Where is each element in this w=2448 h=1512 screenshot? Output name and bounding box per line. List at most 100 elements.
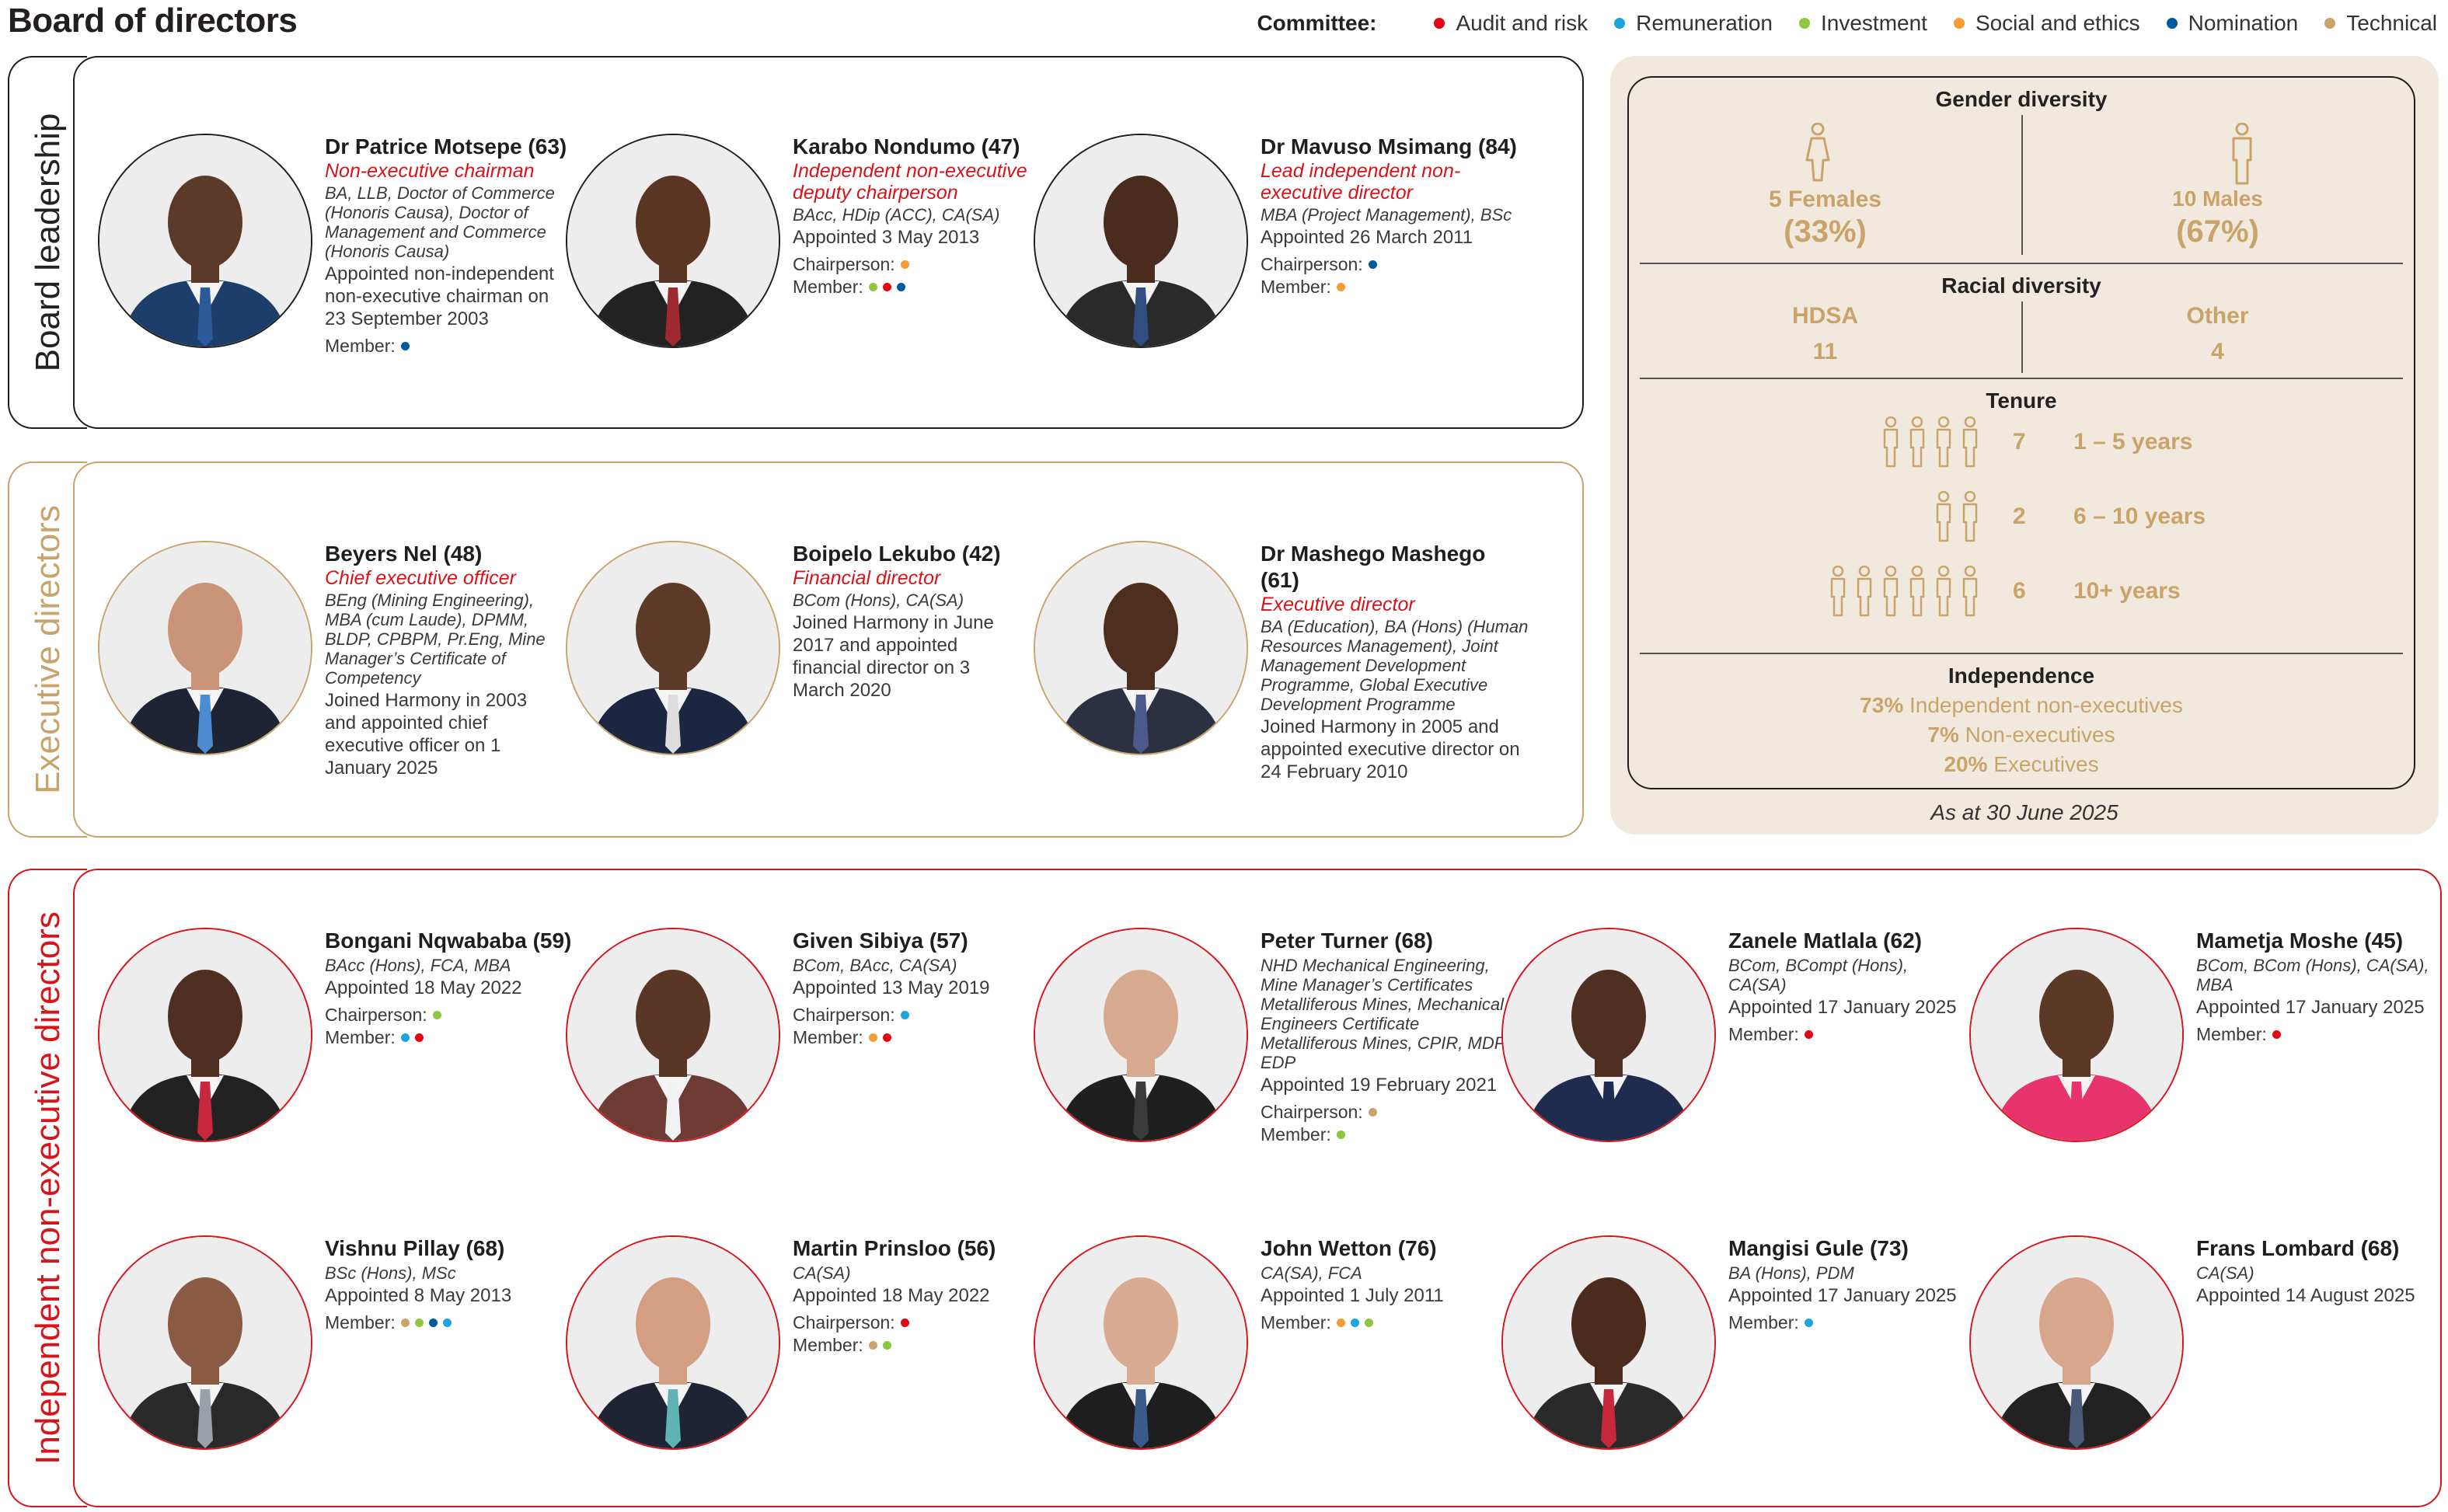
- director-appointment: Appointed 8 May 2013: [325, 1285, 512, 1306]
- director-appointment: Appointed 3 May 2013: [793, 227, 980, 248]
- director-qualifications: BA, LLB, Doctor of Commerce (Honoris Cau…: [325, 183, 555, 261]
- portrait-lombard: [1969, 1235, 2184, 1450]
- tenure-count: 6: [2013, 578, 2026, 604]
- gender-divider: [2021, 115, 2023, 255]
- person-icon: [1935, 490, 1952, 546]
- committee-legend: Committee: Audit and risk Remuneration I…: [1257, 11, 2437, 36]
- portrait-matlala: [1501, 928, 1716, 1142]
- audit-dot-icon: [882, 283, 891, 291]
- member-row: Member:: [2196, 1023, 2437, 1046]
- committee-legend-label: Committee:: [1257, 11, 1377, 35]
- portrait-mashego: [1034, 541, 1248, 755]
- executive-directors-panel: Beyers Nel (48) Chief executive officer …: [73, 462, 1584, 838]
- person-icon: [1909, 565, 1926, 621]
- executive-directors-tab: Executive directors: [8, 462, 87, 838]
- chairperson-row: Chairperson:: [1261, 253, 1517, 276]
- director-qualifications: BCom, BAcc, CA(SA): [793, 956, 957, 975]
- director-name: Karabo Nondumo (47): [793, 134, 1020, 159]
- director-name: Peter Turner (68): [1261, 928, 1433, 953]
- as-at-date: As at 30 June 2025: [1930, 800, 2118, 824]
- director-qualifications: NHD Mechanical Engineering, Mine Manager…: [1261, 956, 1508, 1072]
- director-name: John Wetton (76): [1261, 1236, 1437, 1260]
- investment-dot-icon: [1798, 18, 1810, 29]
- tenure-label: 10+ years: [2073, 578, 2181, 604]
- people-icons: [1882, 416, 1979, 472]
- technical-dot-icon: [1368, 1108, 1377, 1117]
- audit-dot-icon: [1434, 18, 1445, 29]
- social-ethics-dot-icon: [900, 260, 909, 269]
- investment-dot-icon: [432, 1011, 441, 1019]
- portrait-wetton: [1034, 1235, 1248, 1450]
- chairperson-row: Chairperson:: [793, 1004, 1049, 1026]
- legend-item-remuneration: Remuneration: [1614, 11, 1773, 36]
- director-name: Frans Lombard (68): [2196, 1236, 2400, 1260]
- member-row: Member:: [1261, 276, 1517, 298]
- chairperson-row: Chairperson:: [793, 1312, 1049, 1334]
- technical-dot-icon: [2324, 18, 2336, 29]
- director-qualifications: BA (Hons), PDM: [1728, 1263, 1854, 1283]
- nomination-dot-icon: [2166, 18, 2178, 29]
- member-row: Member:: [1261, 1124, 1517, 1146]
- remuneration-dot-icon: [442, 1319, 452, 1327]
- tenure-count: 7: [2013, 429, 2026, 455]
- audit-dot-icon: [414, 1033, 424, 1042]
- director-role: Financial director: [793, 567, 941, 589]
- technical-dot-icon: [868, 1341, 877, 1350]
- other-value: 4: [2211, 339, 2224, 364]
- portrait-prinsloo: [566, 1235, 780, 1450]
- portrait-moshe: [1969, 928, 2184, 1142]
- social-ethics-dot-icon: [1953, 18, 1965, 29]
- member-row: Member:: [793, 1334, 1049, 1357]
- section-label-independent-directors: Independent non-executive directors: [29, 911, 67, 1465]
- person-icon: [1962, 490, 1979, 546]
- section-label-executive-directors: Executive directors: [29, 505, 67, 794]
- director-name: Boipelo Lekubo (42): [793, 542, 1001, 566]
- director-name: Vishnu Pillay (68): [325, 1236, 505, 1260]
- person-icon: [1909, 416, 1926, 472]
- investment-dot-icon: [882, 1341, 891, 1350]
- member-row: Member:: [1728, 1023, 1969, 1046]
- director-name: Dr Patrice Motsepe (63): [325, 134, 567, 159]
- racial-diversity-heading: Racial diversity: [1941, 273, 2101, 298]
- director-role: Chief executive officer: [325, 567, 516, 589]
- chairperson-row: Chairperson:: [793, 253, 1049, 276]
- director-appointment: Appointed 13 May 2019: [793, 977, 990, 998]
- director-appointment: Appointed 19 February 2021: [1261, 1075, 1498, 1096]
- females-percent: (33%): [1784, 214, 1867, 249]
- males-count: 10 Males: [2172, 186, 2263, 211]
- nomination-dot-icon: [896, 283, 905, 291]
- investment-dot-icon: [414, 1319, 424, 1327]
- tenure-row: 2 6 – 10 years: [1629, 490, 2414, 547]
- director-appointment: Appointed 17 January 2025: [2196, 997, 2425, 1018]
- director-name: Given Sibiya (57): [793, 928, 968, 953]
- person-icon: [1882, 565, 1899, 621]
- director-appointment: Appointed 18 May 2022: [793, 1285, 990, 1306]
- tenure-row: 6 10+ years: [1629, 565, 2414, 622]
- social-ethics-dot-icon: [1336, 283, 1345, 291]
- director-qualifications: BCom, BCompt (Hons), CA(SA): [1728, 956, 1909, 995]
- independence-line-2: 7% Non-executives: [1927, 723, 2115, 747]
- board-diversity-box: Gender diversity 5 Females (33%) 10 Male…: [1627, 76, 2415, 789]
- portrait-lekubo: [566, 541, 780, 755]
- director-appointment: Appointed 1 July 2011: [1261, 1285, 1444, 1306]
- director-name: Beyers Nel (48): [325, 542, 483, 566]
- investment-dot-icon: [868, 283, 877, 291]
- director-role: Non-executive chairman: [325, 160, 535, 182]
- director-name: Zanele Matlala (62): [1728, 928, 1922, 953]
- other-label: Other: [2186, 303, 2249, 329]
- board-leadership-tab: Board leadership: [8, 56, 87, 429]
- board-leadership-panel: Dr Patrice Motsepe (63) Non-executive ch…: [73, 56, 1584, 429]
- director-qualifications: CA(SA), FCA: [1261, 1263, 1362, 1283]
- portrait-pillay: [98, 1235, 312, 1450]
- independent-directors-panel: Bongani Nqwababa (59) BAcc (Hons), FCA, …: [73, 869, 2442, 1507]
- portrait-sibiya: [566, 928, 780, 1142]
- person-icon: [1856, 565, 1873, 621]
- divider-3: [1640, 653, 2403, 654]
- tenure-label: 6 – 10 years: [2073, 503, 2206, 529]
- person-icon: [1962, 416, 1979, 472]
- person-icon: [1962, 565, 1979, 621]
- person-icon: [1829, 565, 1846, 621]
- director-appointment: Appointed 17 January 2025: [1728, 997, 1957, 1018]
- people-icons: [1935, 490, 1979, 546]
- director-qualifications: BAcc, HDip (ACC), CA(SA): [793, 205, 1000, 225]
